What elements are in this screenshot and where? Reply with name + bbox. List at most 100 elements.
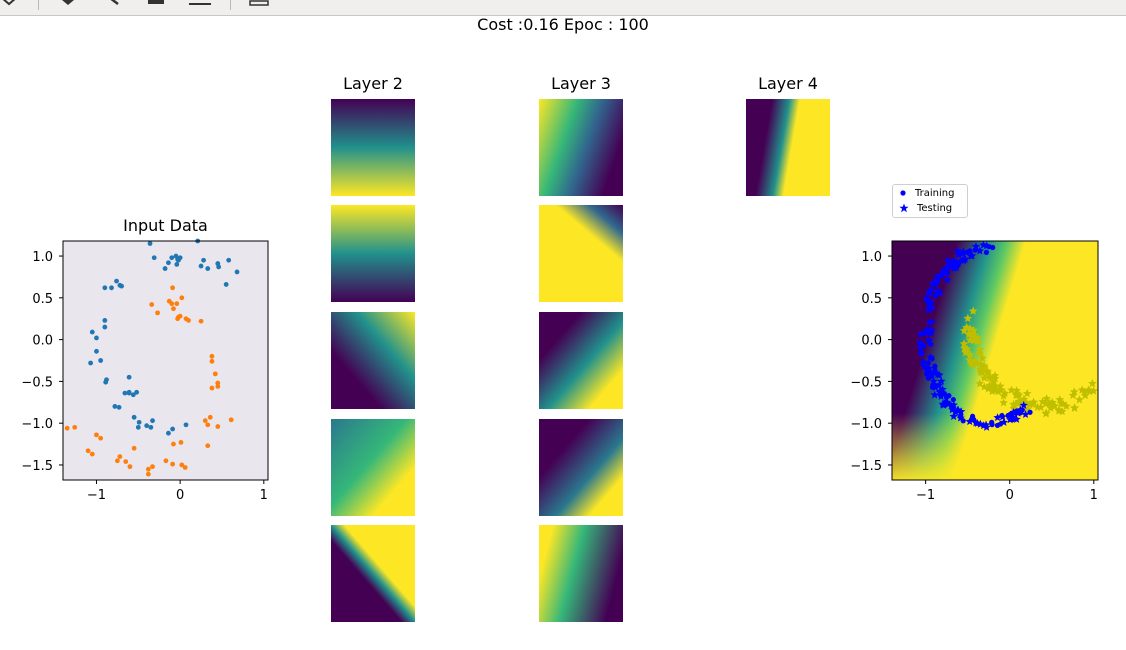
testing-sample [999, 398, 1008, 407]
data-point [234, 269, 240, 275]
training-sample [934, 381, 944, 389]
y-tick-label: 0.0 [32, 334, 53, 349]
data-point [136, 419, 142, 425]
testing-sample [968, 306, 978, 315]
layer3-neuron-5 [539, 525, 623, 622]
data-point [174, 261, 180, 267]
data-point [166, 260, 171, 266]
data-point [98, 358, 104, 363]
data-point [103, 379, 109, 385]
testing-sample [965, 335, 975, 344]
training-sample [979, 240, 988, 249]
data-point [145, 466, 151, 472]
data-point [64, 425, 70, 431]
testing-sample [963, 313, 973, 323]
training-sample [920, 359, 926, 365]
back-icon[interactable] [104, 0, 124, 6]
training-sample [936, 386, 945, 395]
data-point [102, 317, 108, 323]
data-point [135, 424, 141, 430]
toolbar [0, 0, 1126, 16]
x-tick-label: 0 [176, 488, 184, 503]
training-sample [926, 368, 935, 377]
data-point [123, 459, 129, 465]
data-point [149, 302, 155, 307]
training-sample [924, 364, 934, 373]
subplots-icon[interactable] [187, 0, 213, 6]
y-tick-label: 0.5 [32, 292, 53, 307]
data-point [89, 451, 95, 457]
testing-sample [964, 330, 974, 339]
legend-label-training: Training [915, 187, 955, 199]
testing-sample [1029, 397, 1038, 406]
layer-2-title: Layer 2 [343, 74, 403, 93]
data-point [212, 371, 218, 377]
training-sample [916, 329, 925, 338]
x-tick-label: −1 [87, 488, 106, 503]
training-sample [975, 246, 984, 255]
data-point [169, 301, 175, 307]
testing-sample [979, 382, 989, 391]
data-point [177, 255, 183, 261]
data-point [179, 295, 185, 301]
training-sample [1008, 412, 1018, 421]
down-arrow-icon[interactable] [0, 0, 18, 6]
data-point [209, 385, 215, 391]
training-sample [976, 419, 985, 428]
training-sample [928, 341, 934, 347]
testing-sample [1038, 397, 1047, 406]
testing-sample [1000, 388, 1010, 398]
layer2-neuron-4 [331, 419, 415, 516]
save-icon[interactable] [248, 0, 270, 6]
testing-sample [975, 348, 984, 358]
training-sample [946, 264, 952, 270]
training-sample [939, 400, 948, 409]
training-sample [953, 246, 962, 255]
training-sample [1012, 415, 1021, 423]
testing-sample [961, 348, 971, 357]
training-sample [948, 403, 957, 412]
testing-sample [1050, 401, 1060, 410]
data-point [147, 241, 153, 246]
data-point [223, 282, 229, 287]
training-sample [932, 363, 938, 369]
training-sample [998, 412, 1007, 421]
training-sample [966, 251, 975, 260]
data-point [215, 380, 221, 386]
testing-sample [1011, 390, 1021, 399]
training-sample [931, 383, 940, 391]
training-sample [916, 344, 925, 353]
training-sample [933, 287, 942, 296]
x-tick-label: 1 [260, 488, 268, 503]
data-point [72, 424, 78, 430]
data-point [170, 285, 176, 291]
training-sample [926, 328, 936, 337]
toolbar-separator [38, 0, 39, 10]
testing-sample [1061, 401, 1071, 410]
data-point [85, 448, 91, 454]
data-point [205, 422, 211, 428]
legend-entry-training: Training [899, 186, 954, 200]
training-sample [1005, 415, 1015, 424]
data-point [163, 458, 169, 464]
training-sample [926, 319, 933, 326]
training-sample [971, 418, 981, 427]
pan-icon[interactable] [58, 0, 78, 6]
data-point [89, 329, 95, 335]
training-sample [982, 422, 991, 431]
data-point [144, 423, 150, 429]
data-point [215, 384, 221, 389]
configure-icon[interactable] [145, 0, 167, 6]
data-point [134, 389, 140, 395]
y-tick-label: 1.0 [32, 250, 53, 265]
data-point [178, 439, 184, 445]
data-point [216, 264, 222, 270]
testing-sample [978, 353, 987, 362]
axes-frame [891, 240, 1099, 481]
data-point [116, 404, 122, 410]
testing-sample [1022, 389, 1032, 398]
circle-marker-icon [900, 190, 906, 196]
data-point [174, 301, 180, 307]
training-sample [922, 325, 931, 334]
layer3-neuron-2 [539, 205, 623, 302]
